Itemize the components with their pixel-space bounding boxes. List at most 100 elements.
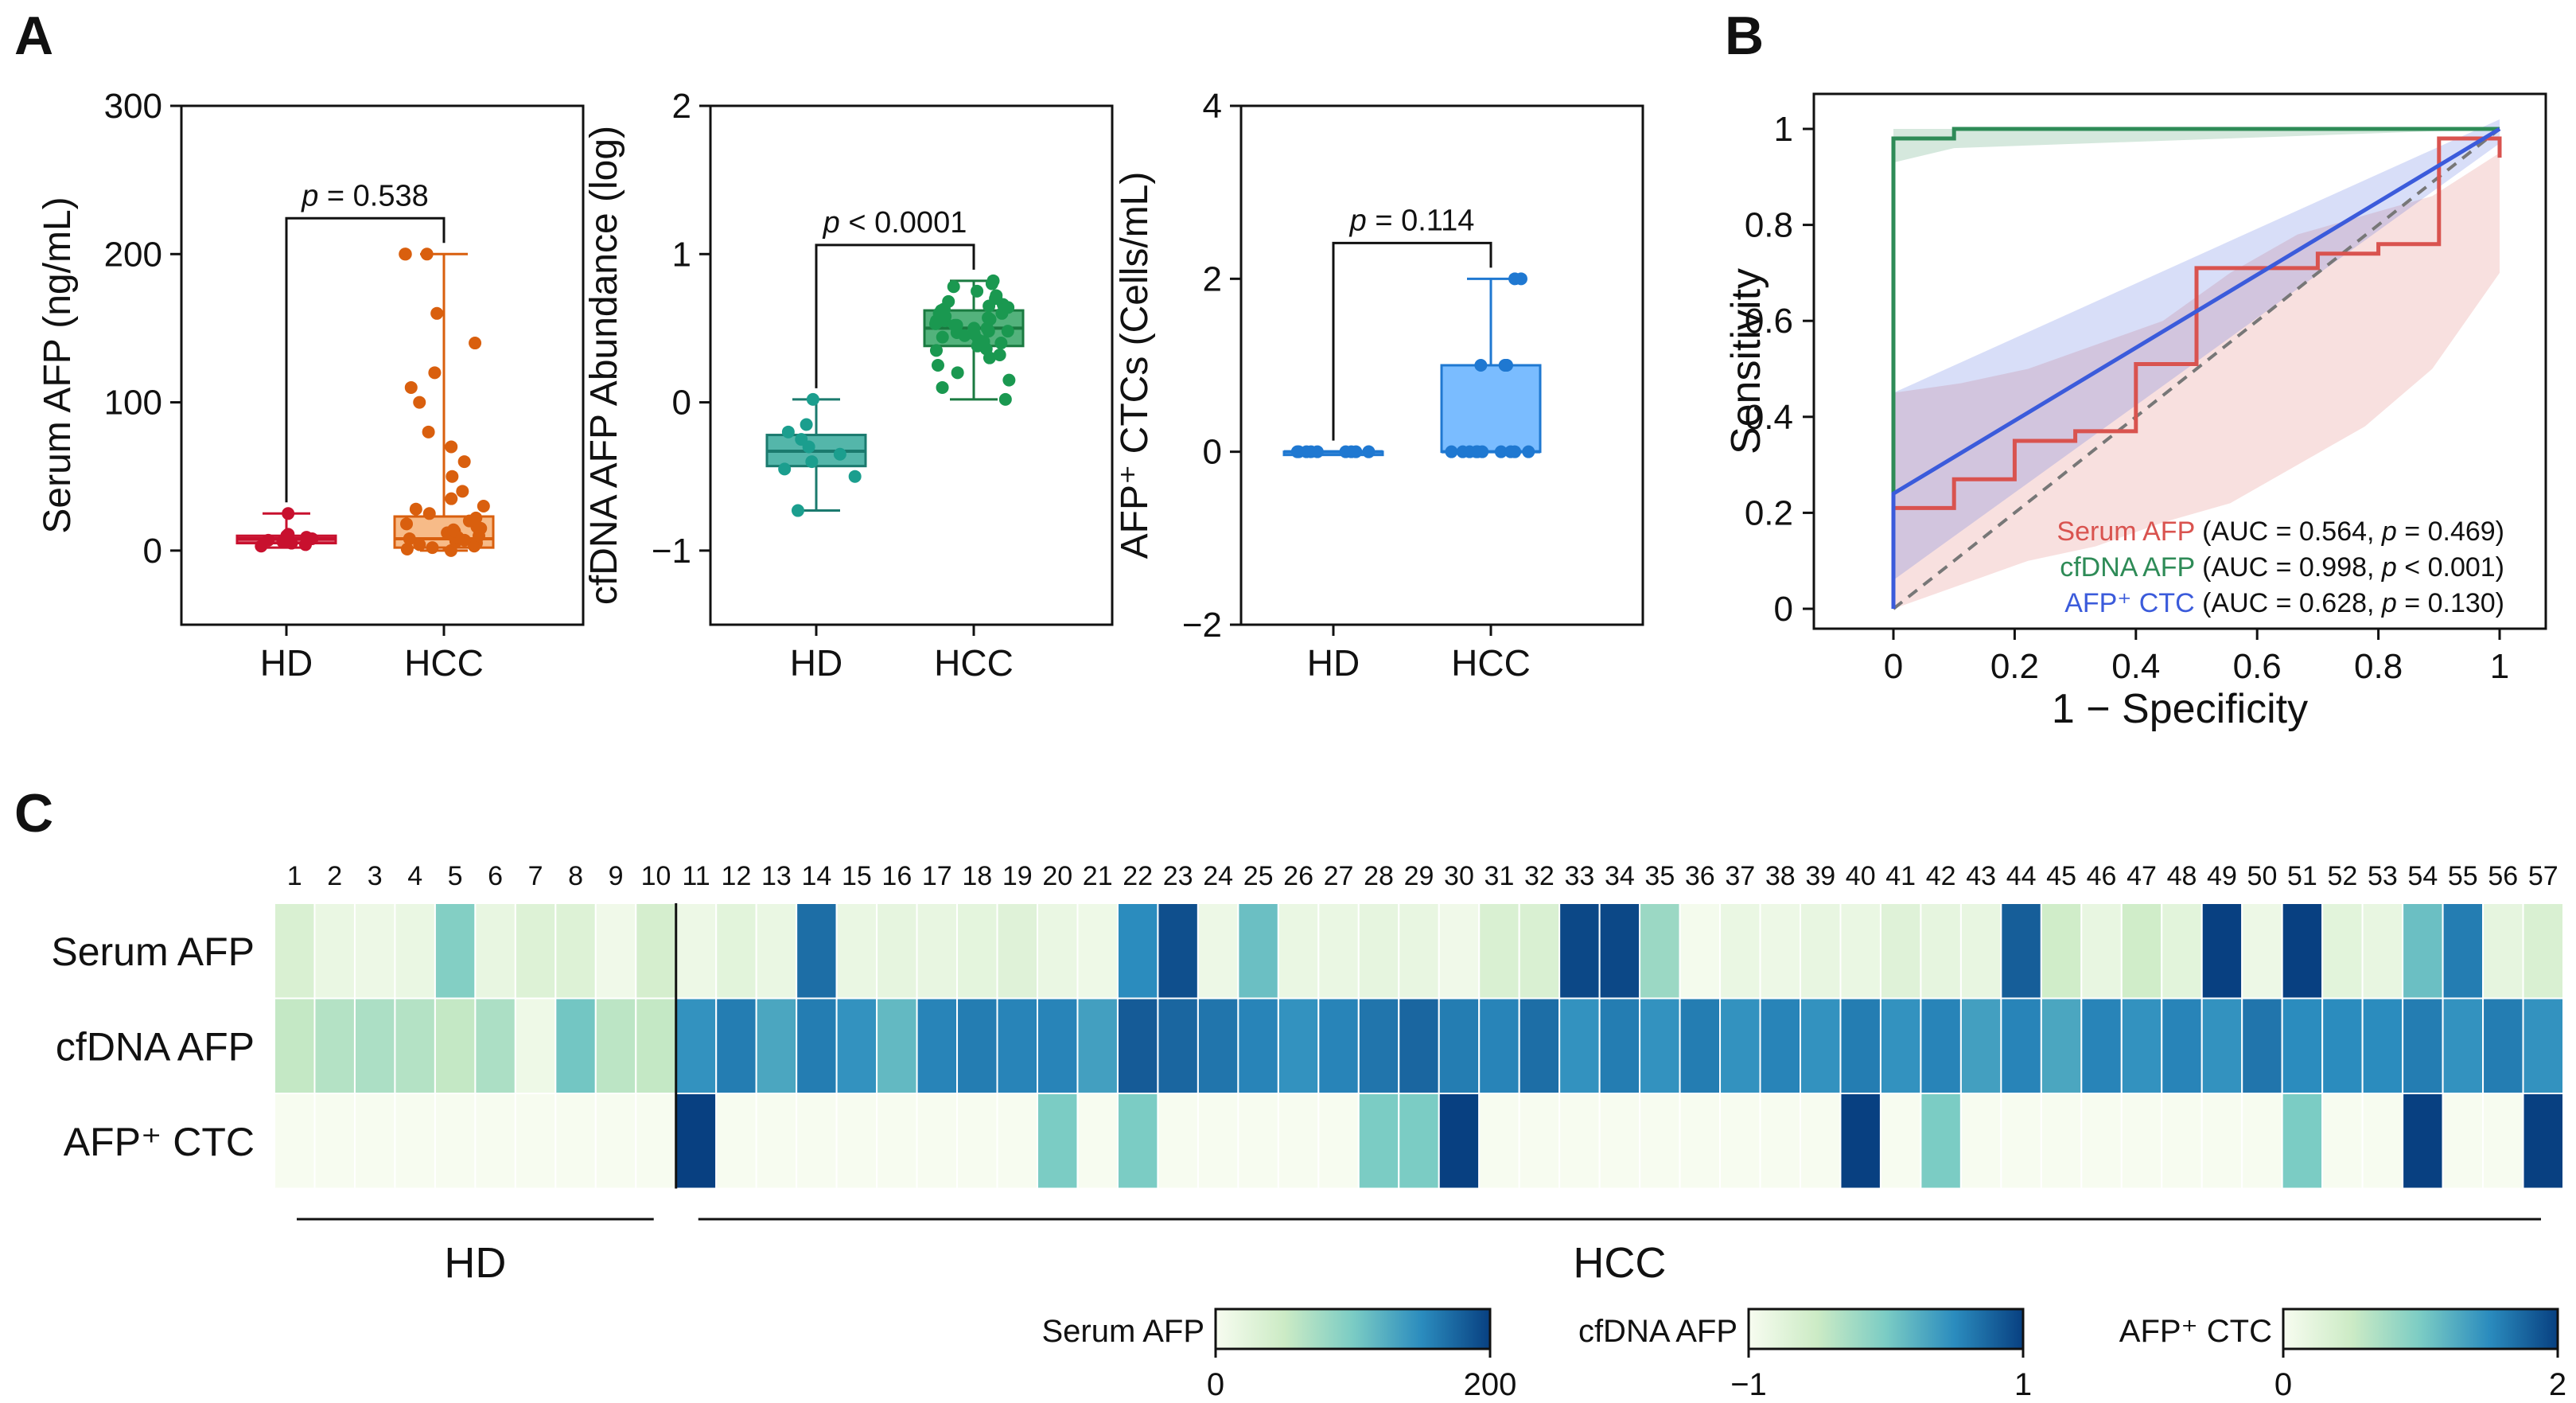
heatmap-cell (1800, 902, 1842, 1000)
data-point (951, 366, 964, 380)
heatmap-cell (835, 997, 878, 1094)
data-point (806, 392, 819, 406)
heatmap-cell (2080, 902, 2123, 1000)
significance-bracket (1332, 241, 1492, 441)
heatmap-cell (796, 1093, 838, 1190)
data-point (977, 335, 990, 349)
heatmap-cell (675, 902, 718, 1000)
heatmap-cell (1037, 997, 1079, 1094)
data-point (282, 528, 295, 541)
data-point (400, 517, 414, 531)
y-tick-label: 0 (1203, 433, 1222, 472)
data-point (1002, 301, 1015, 314)
column-label: 32 (1524, 861, 1555, 891)
data-point (300, 531, 313, 544)
data-point (1305, 445, 1318, 458)
y-tick-label: 4 (1203, 87, 1222, 126)
heatmap-cell (1518, 1093, 1561, 1190)
heatmap-cell (594, 1093, 637, 1190)
heatmap-cell (1759, 902, 1802, 1000)
column-label: 10 (641, 861, 671, 891)
colorbar (1747, 1308, 2025, 1350)
heatmap-cell (1037, 902, 1079, 1000)
heatmap-cell (2321, 997, 2364, 1094)
column-label: 51 (2287, 861, 2317, 891)
data-point (805, 455, 819, 469)
legend-auc: (AUC = 0.998, (2202, 552, 2382, 583)
heatmap-cell (434, 902, 477, 1000)
heatmap-cell (1237, 1093, 1279, 1190)
data-point (430, 306, 444, 320)
column-label: 41 (1885, 861, 1916, 891)
column-label: 43 (1966, 861, 1996, 891)
heatmap-cell (1920, 997, 1962, 1094)
heatmap-cell (1719, 1093, 1761, 1190)
y-tick-label: 1 (1774, 110, 1793, 149)
heatmap-cell (1357, 902, 1400, 1000)
heatmap-cell (1116, 1093, 1159, 1190)
colorbar-max-label: 2 (2549, 1367, 2566, 1402)
column-label: 8 (568, 861, 583, 891)
data-point (456, 485, 469, 498)
column-label: 52 (2327, 861, 2357, 891)
data-point (1445, 445, 1458, 458)
x-tick-label: 0.2 (1990, 647, 2039, 686)
panel-label-b: B (1725, 6, 1764, 66)
heatmap-cell (594, 997, 637, 1094)
y-tick-label: −1 (652, 532, 691, 571)
p-value: = 0.538 (318, 179, 428, 212)
heatmap-cell (394, 997, 436, 1094)
column-label: 24 (1203, 861, 1233, 891)
heatmap: 1 2 3 4 5 6 7 8 9 10 11 12 13 14 15 16 17 18 19 20 21 22 23 24 2… (51, 861, 2566, 1402)
heatmap-cell (1317, 1093, 1360, 1190)
heatmap-cell (2361, 1093, 2404, 1190)
data-point (400, 542, 414, 555)
data-point (420, 247, 434, 261)
heatmap-cell (635, 1093, 677, 1190)
heatmap-cell (1598, 1093, 1641, 1190)
heatmap-cell (2281, 1093, 2324, 1190)
heatmap-cell (2402, 1093, 2444, 1190)
column-label: 34 (1605, 861, 1635, 891)
plot-frame (709, 104, 1114, 626)
heatmap-cell (1197, 902, 1239, 1000)
data-point (457, 455, 471, 469)
heatmap-cell (1839, 1093, 1881, 1190)
heatmap-cell (1116, 997, 1159, 1094)
heatmap-cell (1197, 1093, 1239, 1190)
heatmap-cell (1076, 902, 1119, 1000)
heatmap-cell (1398, 1093, 1440, 1190)
heatmap-cell (434, 1093, 477, 1190)
column-label: 15 (842, 861, 872, 891)
heatmap-cell (2080, 997, 2123, 1094)
heatmap-cell (956, 902, 998, 1000)
column-label: 17 (922, 861, 952, 891)
heatmap-cell (1157, 902, 1199, 1000)
x-tick-label: HD (790, 642, 842, 684)
heatmap-cell (274, 902, 316, 1000)
heatmap-cell (434, 997, 477, 1094)
column-label: 23 (1163, 861, 1193, 891)
legend-series-name: cfDNA AFP (2060, 552, 2202, 583)
group-label: HD (444, 1239, 506, 1287)
roc-chart: 0 0.2 0.4 0.6 0.8 1 0 0.2 0.4 0.6 0.8 1 1 − Specific… (1723, 92, 2547, 732)
heatmap-cell (2482, 902, 2524, 1000)
data-point (936, 330, 949, 344)
column-label: 12 (722, 861, 752, 891)
legend-p-value: = 0.130) (2397, 588, 2504, 618)
panel-label-a: A (14, 6, 53, 66)
data-point (404, 380, 418, 394)
heatmap-cell (1518, 997, 1561, 1094)
heatmap-cell (555, 1093, 597, 1190)
heatmap-cell (2482, 997, 2524, 1094)
column-label: 29 (1404, 861, 1434, 891)
data-point (1514, 272, 1527, 286)
colorbar-min-label: 0 (2274, 1367, 2292, 1402)
data-point (445, 492, 458, 505)
heatmap-cell (675, 1093, 718, 1190)
heatmap-cell (2482, 1093, 2524, 1190)
data-point (781, 425, 795, 438)
column-label: 49 (2207, 861, 2237, 891)
heatmap-cell (715, 902, 757, 1000)
column-label: 46 (2087, 861, 2117, 891)
